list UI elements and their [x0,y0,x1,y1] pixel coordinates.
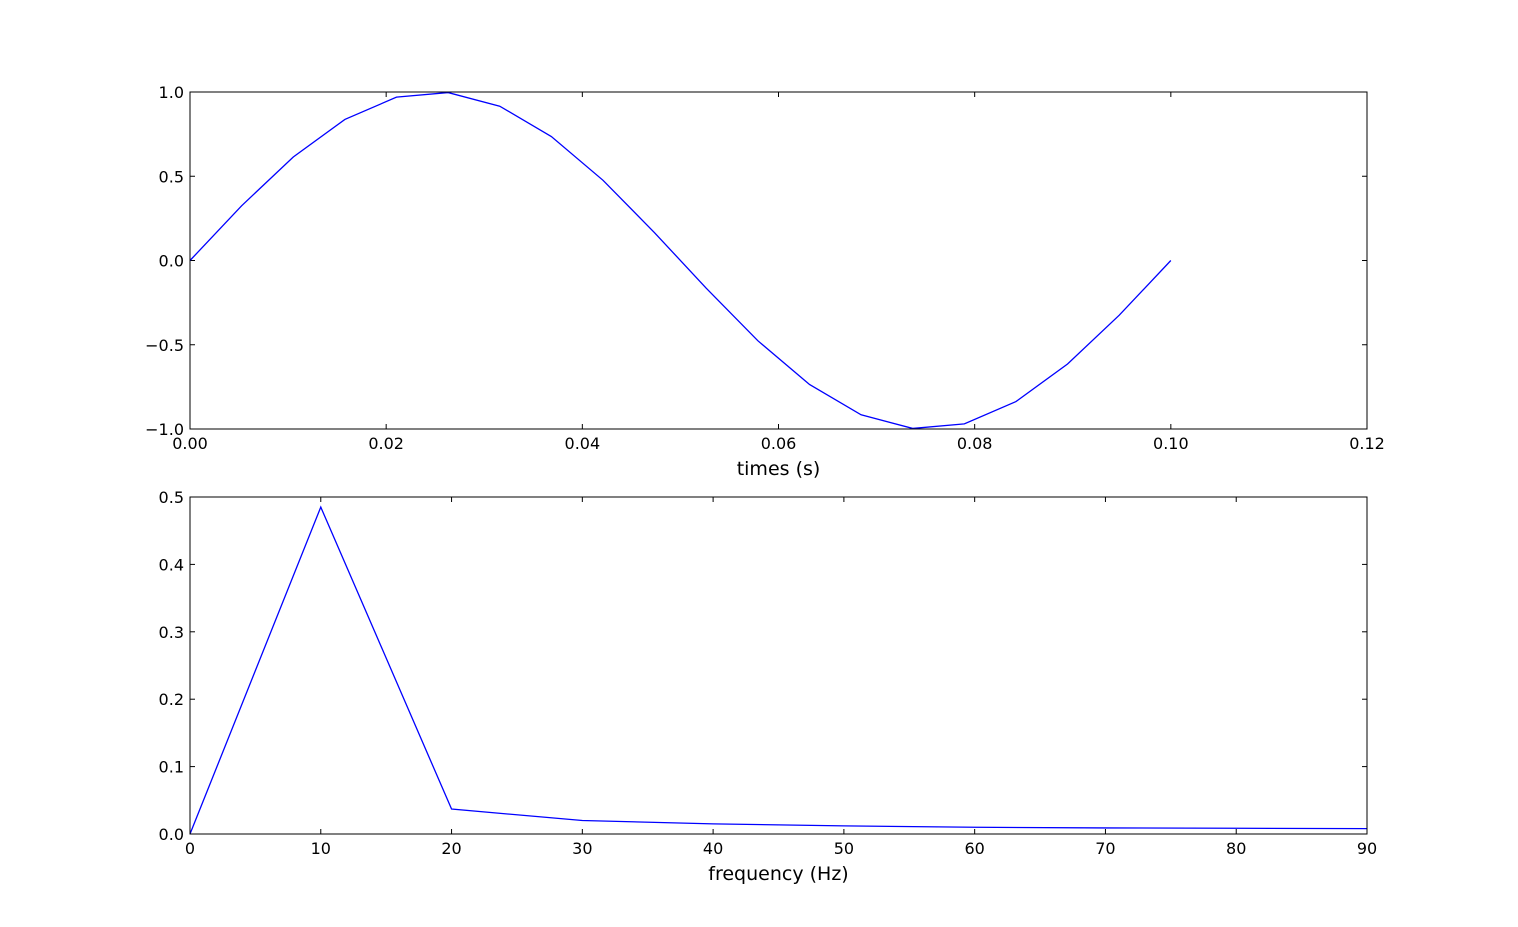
y-tick-label: 0.5 [159,167,184,186]
x-tick-label: 10 [311,839,331,858]
x-axis-label: times (s) [737,458,821,480]
x-tick-label: 90 [1357,839,1377,858]
x-tick-label: 20 [441,839,461,858]
x-tick-label: 0.10 [1153,434,1189,453]
x-tick-label: 0.00 [172,434,208,453]
x-tick-label: 30 [572,839,592,858]
x-tick-label: 70 [1095,839,1115,858]
x-tick-label: 0 [185,839,195,858]
y-tick-label: 0.0 [159,825,184,844]
y-tick-label: −1.0 [145,420,184,439]
data-line [189,505,1368,835]
x-tick-label: 40 [703,839,723,858]
plot-frame [189,496,1368,835]
x-tick-label: 50 [834,839,854,858]
y-tick-label: 0.1 [159,758,184,777]
y-tick-label: 0.2 [159,690,184,709]
x-tick-label: 0.06 [761,434,797,453]
y-tick-label: 1.0 [159,83,184,102]
x-tick-label: 80 [1226,839,1246,858]
x-tick-label: 0.08 [957,434,993,453]
x-tick-label: 0.02 [368,434,404,453]
plot-frame [189,91,1368,430]
x-tick-label: 0.12 [1349,434,1385,453]
x-tick-label: 60 [964,839,984,858]
y-tick-label: 0.3 [159,623,184,642]
y-tick-label: 0.4 [159,555,184,574]
x-axis-label: frequency (Hz) [708,863,848,885]
y-tick-label: −0.5 [145,336,184,355]
y-tick-label: 0.0 [159,252,184,271]
data-line [189,91,1172,430]
x-tick-label: 0.04 [565,434,601,453]
y-tick-label: 0.5 [159,488,184,507]
